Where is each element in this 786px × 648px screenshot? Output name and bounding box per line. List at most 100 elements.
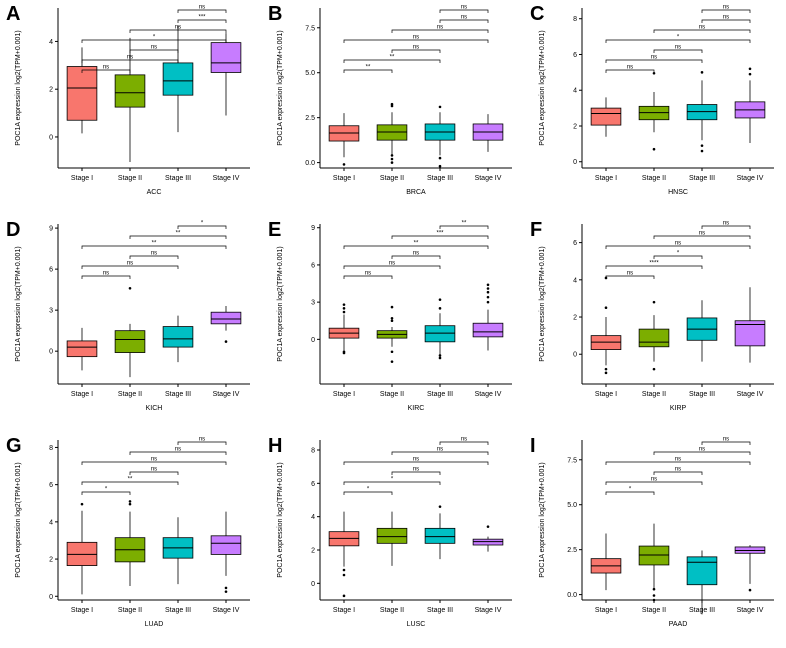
box-3 [686,550,718,615]
bracket-line [653,471,703,475]
outlier-point [342,594,346,598]
sig-bracket: ** [343,241,489,249]
box-rect [162,326,194,348]
bracket-label: ns [365,271,371,277]
bracket-label: ns [151,457,157,463]
bracket-line [605,481,703,485]
chart-svg-f: F POC1A expression log2(TPM+0.001) 0 2 4 6 Sta… [530,219,774,412]
box-1 [328,511,360,598]
y-tick-label: 0 [573,352,577,359]
sig-bracket: ns [129,467,179,475]
bracket-label: * [153,35,156,41]
x-axis-label: LUAD [145,621,164,628]
box-rect [686,556,718,586]
x-tick-label: Stage III [427,175,453,182]
x-tick-label: Stage I [595,607,617,614]
outlier-point [748,72,752,76]
x-tick-label: Stage I [333,607,355,614]
sig-bracket: ns [129,45,179,53]
x-tick-label: Stage III [689,175,715,182]
bracket-label: ns [413,35,419,41]
bracket-label: ** [152,241,157,247]
outlier-point [342,573,346,577]
sig-bracket: ** [81,241,227,249]
bracket-label: ns [723,5,729,11]
outlier-point [604,367,608,371]
y-tick-label: 6 [573,52,577,59]
bracket-label: * [391,477,394,483]
y-tick-label: 8 [573,16,577,23]
y-tick-label: 4 [49,519,53,526]
x-axis-label: KIRP [670,405,687,412]
y-axis-label: POC1A expression log2(TPM+0.001) [277,246,284,361]
x-axis-label: PAAD [669,621,688,628]
bracket-label: ns [199,437,205,443]
y-axis-label: POC1A expression log2(TPM+0.001) [15,246,22,361]
bracket-line [653,49,703,53]
box-1 [590,97,622,137]
y-tick-label: 0 [311,581,315,588]
box-2 [114,37,146,163]
bracket-line [129,235,227,239]
sig-bracket: ns [701,221,751,229]
sig-bracket: ns [701,5,751,13]
sig-bracket: ns [343,457,489,465]
chart-svg-a: A POC1A expression log2(TPM+0.001) 0 2 4 Stag… [6,3,250,196]
box-1 [328,303,360,355]
x-tick-label: Stage II [380,607,404,614]
bracket-label: ** [176,231,181,237]
bracket-line [653,255,703,259]
chart-svg-h: H POC1A expression log2(TPM+0.001) 0 2 4 6 8 St… [268,435,512,628]
sig-bracket: ** [343,65,393,73]
box-3 [686,300,718,362]
outlier-point [224,586,228,590]
box-3 [424,505,456,560]
bracket-label: ns [413,251,419,257]
bracket-line [343,39,489,43]
x-tick-label: Stage I [333,391,355,398]
outlier-point [438,505,442,508]
y-tick-label: 2.5 [567,547,577,554]
y-tick-label: 0.0 [567,592,577,599]
box-3 [162,25,194,133]
bracket-label: ns [699,231,705,237]
y-tick-label: 6 [49,482,53,489]
y-tick-label: 9 [311,225,315,232]
sig-bracket: * [343,487,393,495]
outlier-point [390,157,394,161]
bracket-line [81,39,227,43]
x-tick-label: Stage IV [737,607,764,614]
bracket-label: ns [127,261,133,267]
box-4 [210,511,242,593]
sig-bracket: ns [605,457,751,465]
outlier-point [604,306,608,310]
sig-bracket: ns [391,467,441,475]
box-4 [210,306,242,343]
panel-e: E POC1A expression log2(TPM+0.001) 0 3 6 9 Sta… [262,216,524,432]
sig-bracket: ns [177,5,227,13]
outlier-point [80,502,84,506]
y-tick-label: 6 [573,240,577,247]
sig-bracket: ns [701,437,751,445]
x-tick-label: Stage III [165,607,191,614]
x-axis-label: KICH [146,405,163,412]
x-tick-label: Stage I [333,175,355,182]
outlier-point [486,283,490,287]
x-tick-label: Stage II [642,391,666,398]
bracket-line [605,69,655,73]
sig-bracket: ns [391,45,441,53]
box-4 [472,525,504,552]
sig-bracket: ns [177,437,227,445]
outlier-point [700,144,704,147]
panel-letter: D [6,219,20,241]
bracket-label: ns [461,437,467,443]
sig-bracket: * [653,251,703,259]
bracket-line [177,225,227,229]
bracket-line [81,59,179,63]
bracket-label: ns [723,437,729,443]
box-rect [376,527,408,544]
y-tick-label: 2 [573,123,577,130]
y-tick-label: 8 [49,445,53,452]
box-4 [210,33,242,116]
bracket-label: ns [675,45,681,51]
